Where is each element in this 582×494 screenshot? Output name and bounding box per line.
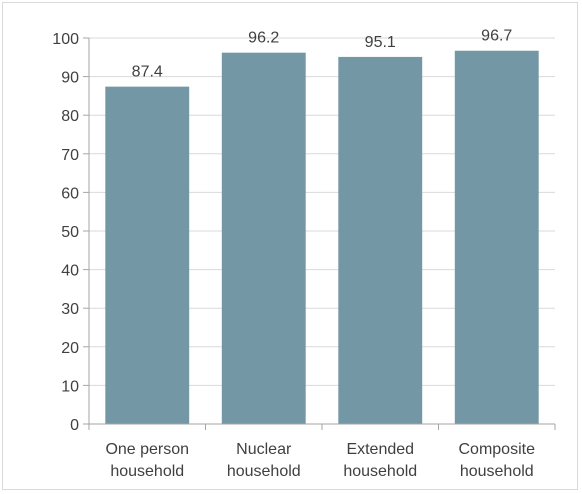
axes [88, 38, 556, 430]
x-category-label: household [110, 463, 184, 480]
x-axis-categories: One person household Nuclear household Exten… [105, 441, 535, 480]
bar-value-label: 87.4 [132, 64, 163, 81]
y-tick-label: 50 [61, 224, 79, 241]
bar-value-label: 96.2 [248, 30, 279, 47]
bar-value-label: 95.1 [365, 34, 396, 51]
x-category-label: One person [105, 441, 189, 458]
data-labels: 87.4 96.2 95.1 96.7 [132, 28, 513, 81]
x-category-label: Nuclear [236, 441, 292, 458]
y-tick-label: 0 [70, 417, 79, 434]
y-tick-label: 10 [61, 378, 79, 395]
x-category-label: Composite [459, 441, 536, 458]
bar [221, 52, 306, 424]
x-category-label: household [460, 463, 534, 480]
y-tick-label: 90 [61, 70, 79, 87]
bar [454, 50, 539, 424]
x-category-label: household [343, 463, 417, 480]
y-tick-label: 70 [61, 147, 79, 164]
y-tick-label: 80 [61, 108, 79, 125]
bars [105, 50, 539, 425]
y-tick-label: 100 [52, 31, 79, 48]
y-tick-label: 40 [61, 263, 79, 280]
x-category-label: household [227, 463, 301, 480]
y-tick-label: 60 [61, 185, 79, 202]
bar [105, 86, 190, 425]
bar [338, 56, 423, 424]
y-tick-label: 30 [61, 301, 79, 318]
y-axis-ticks: 0 10 20 30 40 50 60 70 80 90 100 [52, 31, 89, 434]
y-tick-label: 20 [61, 340, 79, 357]
x-category-label: Extended [346, 441, 414, 458]
chart-frame: 0 10 20 30 40 50 60 70 80 90 100 87.4 96.2 95.1 96.7 … [2, 2, 578, 490]
bar-value-label: 96.7 [481, 28, 512, 45]
